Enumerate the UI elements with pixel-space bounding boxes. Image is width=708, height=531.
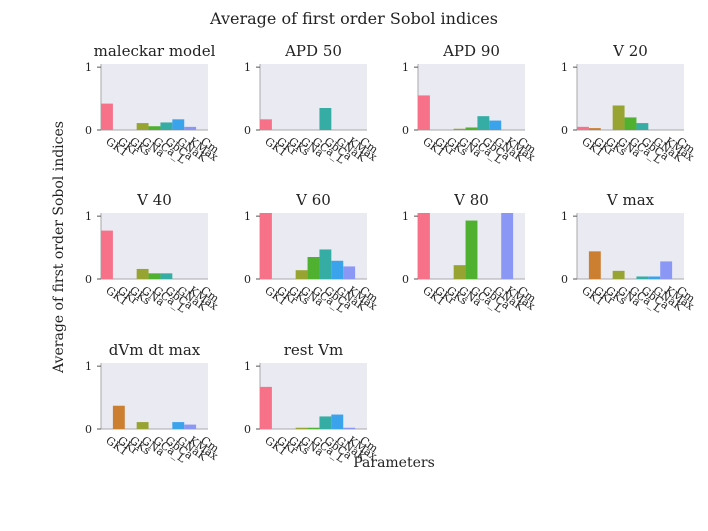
- y-tick-label: 1: [402, 210, 409, 223]
- bar-GNaK: [331, 260, 344, 279]
- subplot-title: V 40: [136, 191, 172, 209]
- bar-GNa: [136, 123, 149, 130]
- y-tick-label: 0: [244, 423, 251, 436]
- subplot-1: maleckar model01GK1GKrGKsGNaGCa_LGbCaGNa…: [85, 42, 222, 167]
- bar-KMax: [660, 261, 673, 279]
- bar-GK1: [418, 213, 430, 279]
- y-tick-label: 0: [244, 273, 251, 286]
- bar-KMax: [184, 126, 197, 130]
- bar-GCa_L: [465, 127, 478, 130]
- bar-KMax: [184, 424, 197, 429]
- bar-GbCa: [636, 123, 649, 130]
- y-tick-label: 0: [561, 273, 568, 286]
- bar-KMax: [501, 213, 514, 279]
- subplot-title: V max: [606, 191, 655, 209]
- bar-GNa: [612, 270, 625, 279]
- bar-GKr: [588, 251, 601, 279]
- bar-KMax: [343, 427, 356, 429]
- y-tick-label: 1: [85, 360, 92, 373]
- bar-GK1: [577, 126, 589, 130]
- x-axis-label: Parameters: [353, 455, 435, 471]
- bar-GbCa: [319, 108, 332, 130]
- bar-GbCa: [636, 276, 649, 279]
- bar-GNaK: [489, 120, 502, 130]
- subplot-title: APD 90: [442, 42, 500, 60]
- bar-GNa: [612, 105, 625, 130]
- bar-GNaK: [172, 422, 185, 429]
- y-tick-label: 1: [85, 61, 92, 74]
- subplot-title: APD 50: [284, 42, 342, 60]
- bar-GbCa: [160, 273, 173, 279]
- bar-GKr: [588, 128, 601, 130]
- y-tick-label: 0: [85, 423, 92, 436]
- bar-GK1: [101, 230, 113, 279]
- bar-GCa_L: [148, 126, 161, 130]
- y-tick-label: 0: [85, 273, 92, 286]
- bar-GKr: [112, 405, 125, 429]
- bar-GbCa: [319, 416, 332, 429]
- plot-area: [101, 64, 208, 130]
- y-tick-label: 1: [561, 210, 568, 223]
- bar-GK1: [418, 95, 430, 130]
- bar-GCa_L: [465, 220, 478, 279]
- bar-GCa_L: [148, 273, 161, 279]
- plot-area: [260, 363, 367, 429]
- bar-GCa_L: [307, 427, 320, 429]
- bar-GbCa: [319, 249, 332, 279]
- plot-area: [260, 64, 367, 130]
- bar-GNaK: [172, 119, 185, 130]
- y-tick-label: 1: [244, 360, 251, 373]
- y-tick-label: 1: [402, 61, 409, 74]
- bar-GNa: [453, 265, 466, 279]
- bar-GNaK: [331, 414, 344, 429]
- bar-GK1: [260, 386, 272, 429]
- y-tick-label: 0: [244, 124, 251, 137]
- subplot-9: dVm dt max01GK1GKrGKsGNaGCa_LGbCaGNaKKMa…: [85, 341, 222, 466]
- subplot-title: V 80: [453, 191, 489, 209]
- bar-GK1: [260, 119, 272, 130]
- subplot-title: dVm dt max: [109, 341, 201, 359]
- subplot-title: maleckar model: [94, 42, 216, 60]
- y-tick-label: 0: [561, 124, 568, 137]
- y-tick-label: 0: [402, 124, 409, 137]
- bar-GNaK: [648, 276, 661, 279]
- plot-area: [101, 213, 208, 279]
- y-tick-label: 1: [244, 61, 251, 74]
- bar-GNa: [136, 422, 149, 429]
- bar-GCa_L: [307, 257, 320, 279]
- y-tick-label: 0: [402, 273, 409, 286]
- bar-GNa: [453, 128, 466, 130]
- bar-GNa: [295, 270, 308, 279]
- bar-GK1: [260, 213, 272, 279]
- bar-GNa: [295, 427, 308, 429]
- bar-GNa: [136, 268, 149, 279]
- subplot-title: V 20: [612, 42, 648, 60]
- plot-area: [418, 64, 525, 130]
- bar-KMax: [343, 266, 356, 279]
- figure-title: Average of first order Sobol indices: [210, 9, 498, 28]
- y-tick-label: 1: [85, 210, 92, 223]
- bar-GK1: [101, 103, 113, 130]
- y-tick-label: 1: [561, 61, 568, 74]
- subplot-title: rest Vm: [284, 341, 344, 359]
- y-tick-label: 0: [85, 124, 92, 137]
- subplot-title: V 60: [295, 191, 331, 209]
- bar-GCa_L: [624, 117, 637, 130]
- bar-GbCa: [160, 122, 173, 130]
- y-tick-label: 1: [244, 210, 251, 223]
- bar-GbCa: [477, 116, 490, 130]
